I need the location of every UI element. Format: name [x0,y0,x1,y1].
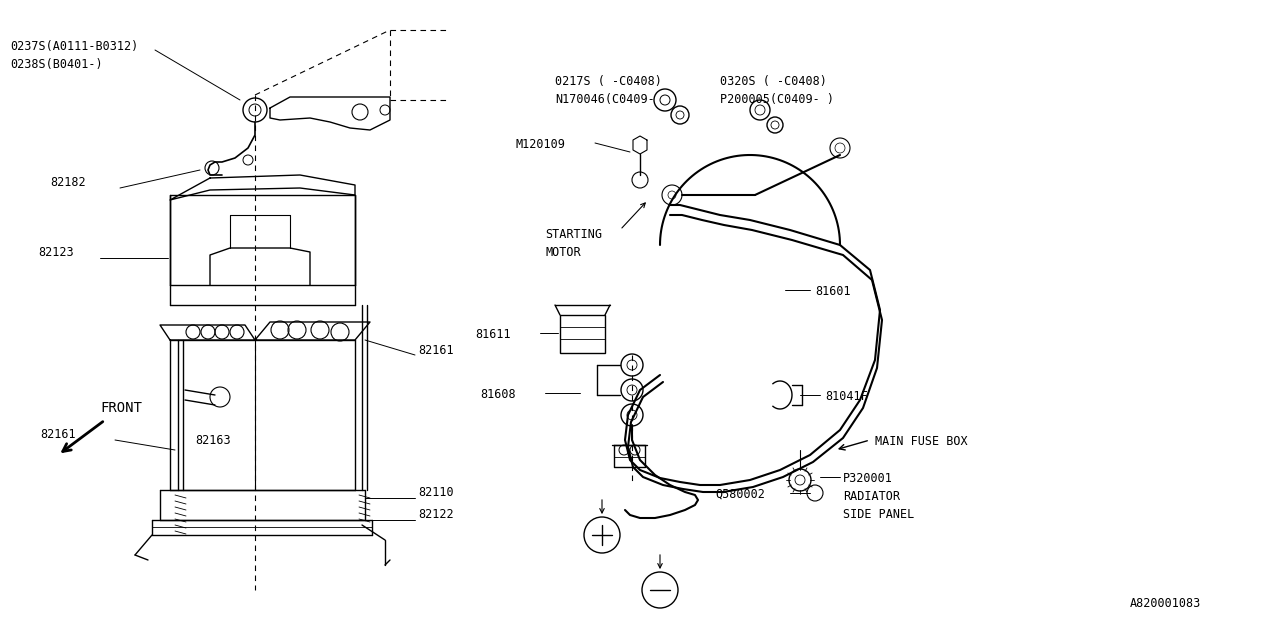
Text: 81608: 81608 [480,388,516,401]
Text: SIDE PANEL: SIDE PANEL [844,508,914,521]
Text: Q580002: Q580002 [716,488,765,501]
Text: FRONT: FRONT [100,401,142,415]
Text: 0217S ( -C0408): 0217S ( -C0408) [556,75,662,88]
Text: 82110: 82110 [419,486,453,499]
Text: 0238S(B0401-): 0238S(B0401-) [10,58,102,71]
Text: M120109: M120109 [515,138,564,151]
Text: 82122: 82122 [419,509,453,522]
Text: 82182: 82182 [50,177,86,189]
Text: 81611: 81611 [475,328,511,341]
Text: MOTOR: MOTOR [545,246,581,259]
Text: 82123: 82123 [38,246,74,259]
Text: MAIN FUSE BOX: MAIN FUSE BOX [876,435,968,448]
Bar [561,315,605,353]
Text: STARTING: STARTING [545,228,602,241]
Text: RADIATOR: RADIATOR [844,490,900,503]
Text: A820001083: A820001083 [1130,597,1201,610]
Text: 81041F: 81041F [826,390,868,403]
Text: 81601: 81601 [815,285,851,298]
Text: 0320S ( -C0408): 0320S ( -C0408) [719,75,827,88]
Text: 82161: 82161 [40,429,76,442]
Text: 82163: 82163 [195,433,230,447]
Text: 82161: 82161 [419,344,453,356]
Text: N170046(C0409-: N170046(C0409- [556,93,655,106]
Text: 0237S(A0111-B0312): 0237S(A0111-B0312) [10,40,138,53]
Text: P200005(C0409- ): P200005(C0409- ) [719,93,835,106]
Text: P320001: P320001 [844,472,893,485]
